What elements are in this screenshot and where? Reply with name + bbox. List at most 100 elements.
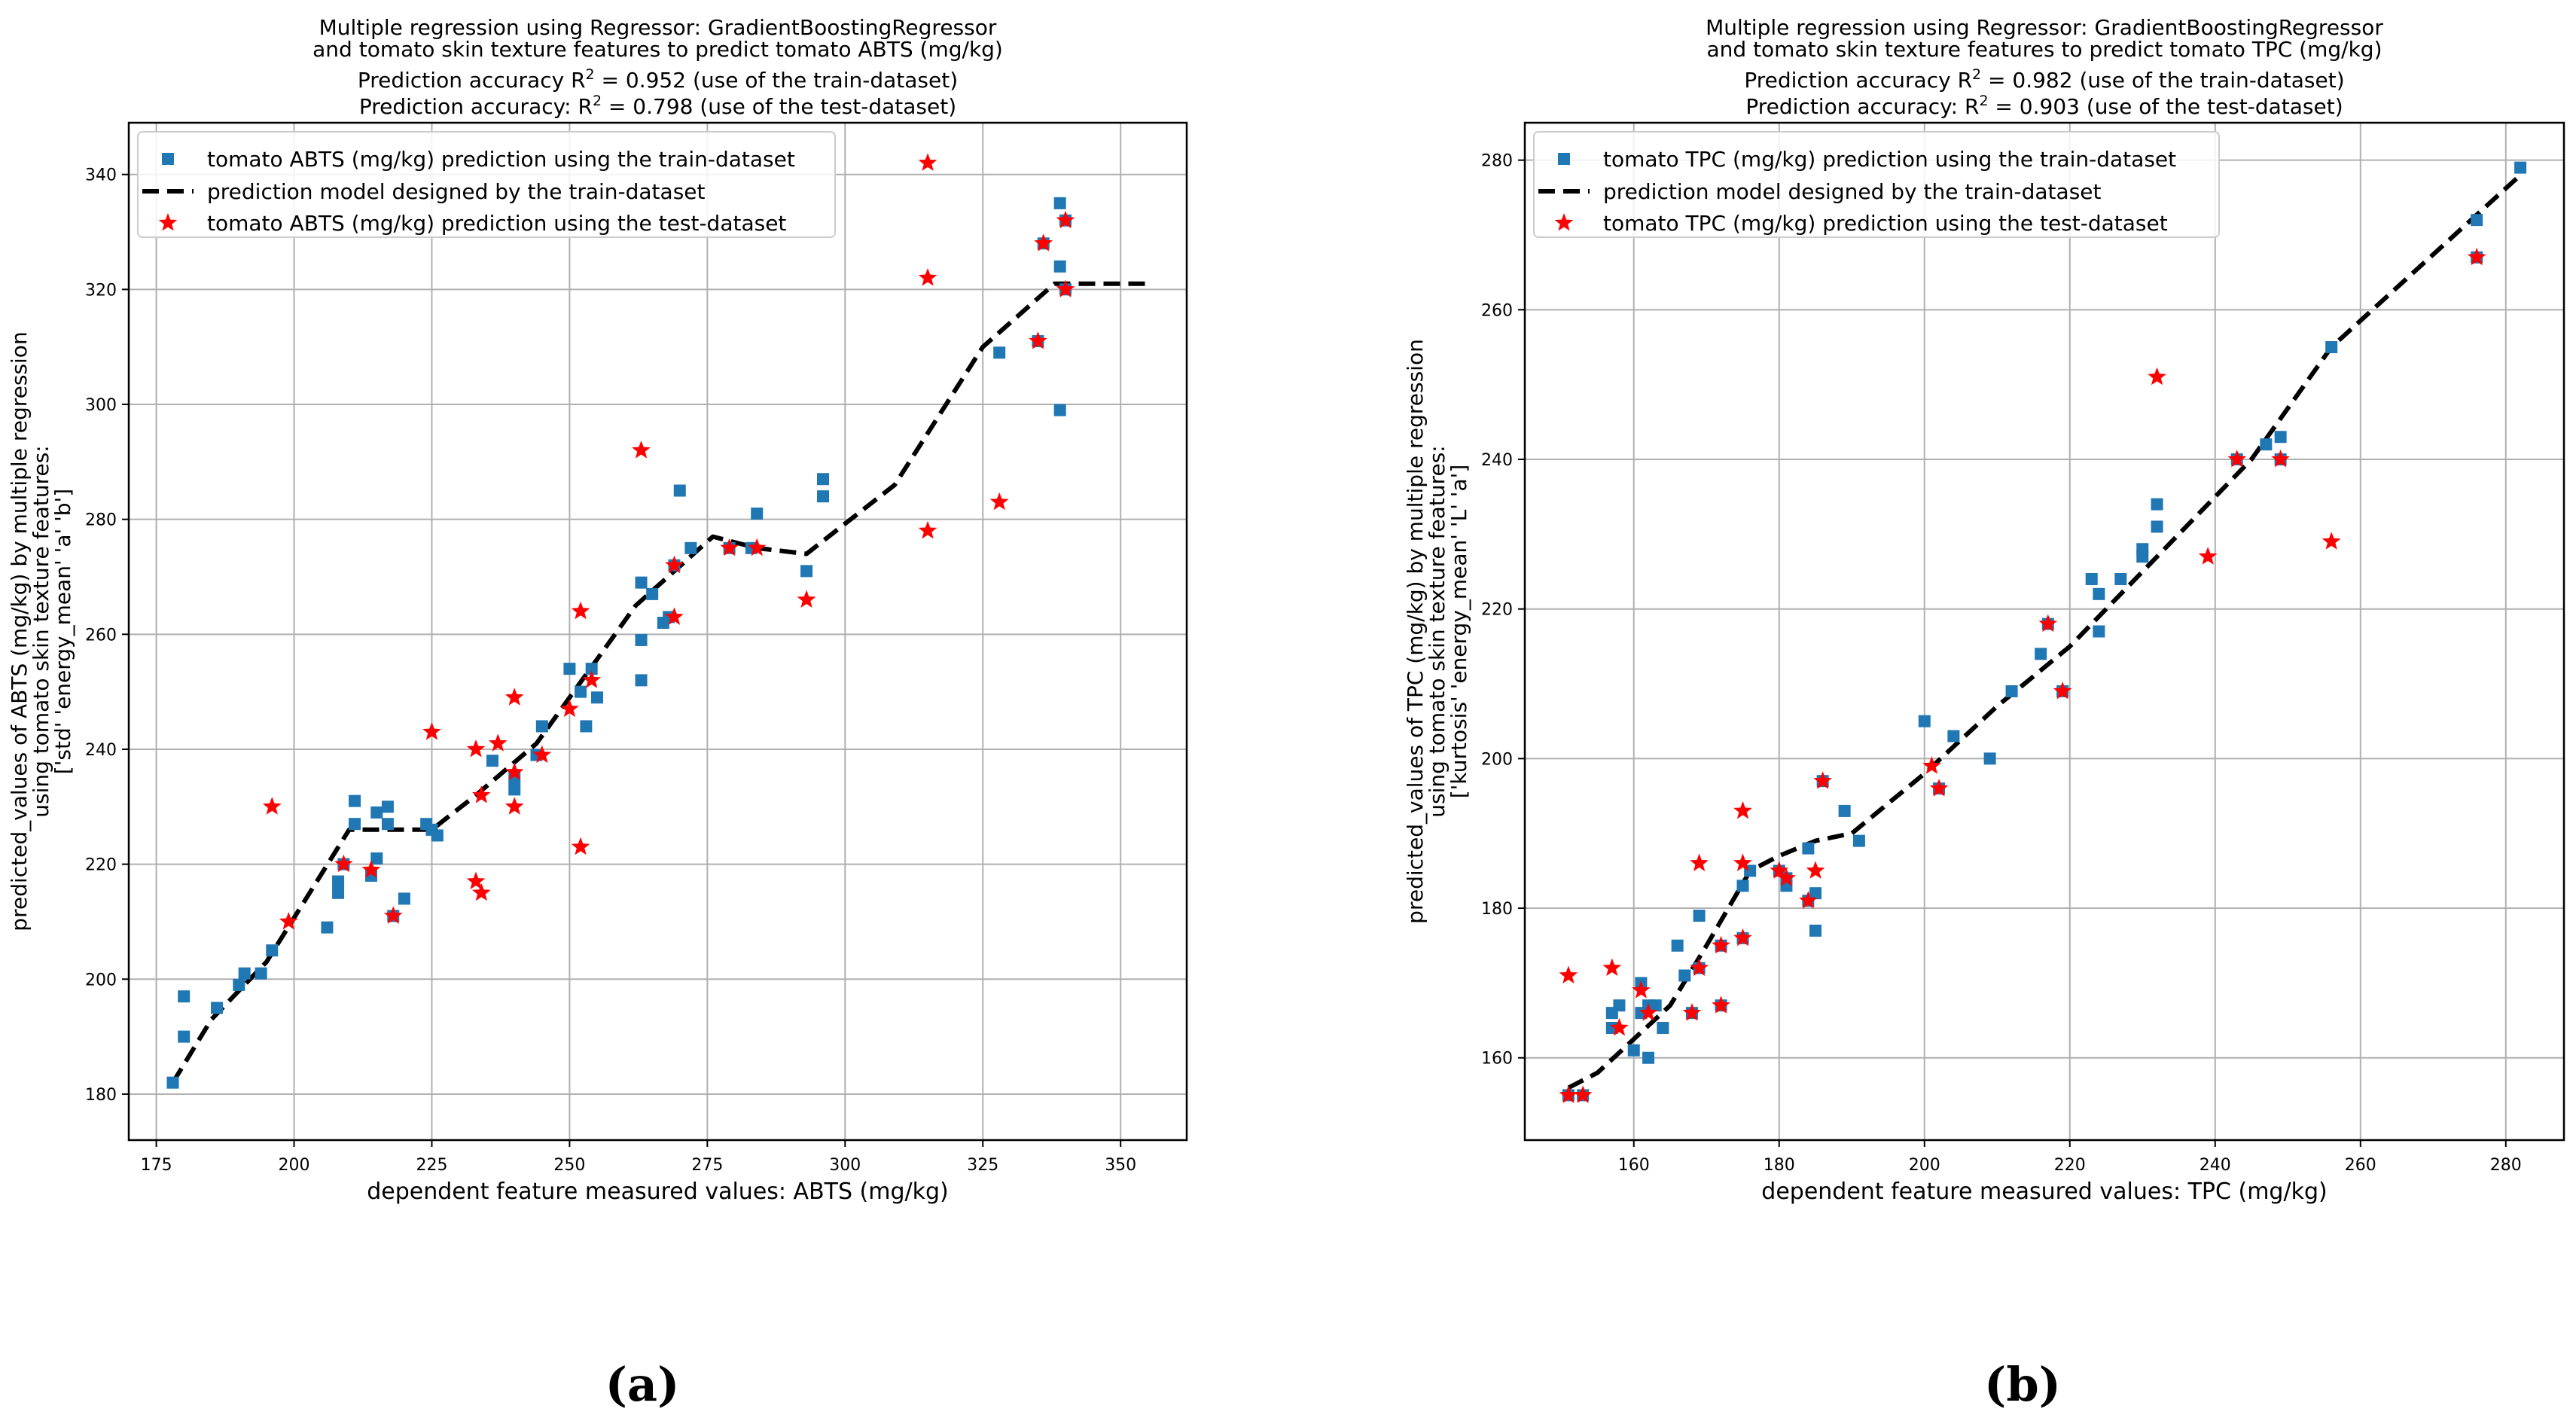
train-point: [1053, 260, 1066, 273]
y-tick-label: 220: [1481, 601, 1513, 620]
x-tick-label: 200: [1909, 1156, 1940, 1175]
panel-caption: (a): [605, 1357, 680, 1412]
y-tick-label: 260: [1481, 301, 1513, 320]
train-point: [431, 829, 444, 842]
test-point: [472, 785, 491, 803]
test-point: [1632, 980, 1651, 999]
test-point: [2271, 450, 2290, 468]
train-point: [381, 818, 394, 831]
grid-lines: [129, 123, 1187, 1140]
y-label-line: ['kurtosis' 'energy_mean' 'L' 'a']: [1447, 465, 1471, 799]
train-point: [817, 490, 830, 503]
train-point: [2151, 520, 2163, 533]
test-point: [383, 906, 403, 924]
test-point: [1610, 1018, 1629, 1036]
train-point: [166, 1076, 179, 1089]
train-point: [2471, 214, 2483, 227]
train-point: [349, 818, 361, 831]
train-point: [398, 892, 410, 905]
train-point: [332, 886, 345, 899]
test-point: [1682, 1003, 1702, 1021]
test-point: [665, 607, 684, 625]
legend-label: prediction model designed by the train-d…: [1603, 179, 2102, 204]
train-point: [2274, 431, 2287, 444]
test-point: [1770, 861, 1789, 879]
test-point: [1712, 935, 1730, 954]
y-axis-label: predicted_values of ABTS (mg/kg) by mult…: [7, 331, 75, 931]
train-point: [238, 967, 251, 980]
train-point: [1918, 715, 1931, 727]
x-tick-label: 225: [416, 1156, 447, 1175]
train-point: [178, 990, 191, 1003]
train-point: [1802, 842, 1815, 855]
r2-superscript: 2: [1972, 66, 1981, 83]
y-tick-label: 280: [85, 511, 117, 530]
test-point: [918, 520, 937, 539]
train-point: [580, 720, 593, 733]
legend-label: tomato TPC (mg/kg) prediction using the …: [1603, 211, 2168, 236]
title-line: Multiple regression using Regressor: Gra…: [319, 15, 997, 40]
train-point: [635, 633, 648, 646]
axes-frame: [127, 121, 1188, 1142]
train-point: [1838, 804, 1851, 817]
train-point: [673, 484, 686, 497]
x-tick-label: 180: [1764, 1156, 1795, 1175]
test-point: [1777, 868, 1796, 886]
test-point: [747, 538, 767, 556]
x-tick-label: 280: [2490, 1156, 2522, 1175]
r2-superscript: 2: [586, 66, 595, 83]
train-point: [2136, 543, 2149, 556]
train-point: [255, 967, 267, 980]
train-point: [2093, 587, 2105, 600]
train-point: [211, 1002, 224, 1014]
test-point: [1733, 853, 1752, 871]
test-point: [532, 745, 552, 764]
test-point: [279, 912, 298, 930]
train-point: [381, 800, 394, 813]
r2-line: Prediction accuracy: R2 = 0.798 (use of …: [359, 93, 956, 119]
train-point: [2093, 625, 2105, 638]
train-point: [266, 944, 279, 957]
legend-label: prediction model designed by the train-d…: [207, 179, 706, 204]
y-tick-label: 320: [85, 281, 117, 300]
train-point: [178, 1030, 191, 1043]
chart-title: Multiple regression using Regressor: Gra…: [1706, 15, 2383, 119]
r2-suffix: = 0.982 (use of the train-dataset): [1981, 68, 2345, 93]
legend-test-symbol: [158, 213, 178, 231]
train-point: [535, 720, 548, 733]
test-point: [1799, 891, 1818, 909]
r2-prefix: Prediction accuracy: R: [359, 94, 593, 119]
train-point: [1693, 909, 1706, 922]
train-point: [1983, 752, 1996, 765]
legend: tomato ABTS (mg/kg) prediction using the…: [137, 131, 836, 238]
r2-line: Prediction accuracy: R2 = 0.903 (use of …: [1745, 93, 2343, 119]
test-point: [560, 699, 579, 718]
train-point: [321, 921, 334, 934]
legend-label: tomato ABTS (mg/kg) prediction using the…: [207, 211, 786, 236]
y-label-line: ['std' 'energy_mean' 'a' 'b']: [50, 489, 75, 774]
x-tick-label: 250: [553, 1156, 585, 1175]
train-point: [2035, 648, 2047, 660]
test-point: [1573, 1085, 1593, 1103]
train-point: [332, 875, 345, 888]
test-point: [488, 733, 508, 752]
test-point: [1639, 1003, 1658, 1021]
test-point: [571, 837, 590, 855]
r2-prefix: Prediction accuracy R: [1744, 68, 1972, 93]
test-point: [1806, 861, 1825, 879]
test-point: [918, 153, 937, 171]
r2-suffix: = 0.903 (use of the test-dataset): [1989, 94, 2343, 119]
y-tick-label: 300: [85, 396, 117, 415]
train-point: [751, 508, 764, 520]
y-tick-label: 200: [1481, 750, 1513, 769]
test-point: [665, 555, 684, 574]
train-point: [2325, 341, 2338, 354]
y-axis-label: predicted_values of TPC (mg/kg) by multi…: [1403, 339, 1471, 924]
panel-caption: (b): [1984, 1357, 2061, 1412]
train-point: [2151, 498, 2163, 511]
title-line: and tomato skin texture features to pred…: [312, 37, 1003, 62]
x-tick-label: 300: [829, 1156, 861, 1175]
train-point: [993, 346, 1006, 359]
y-tick-label: 180: [85, 1086, 117, 1105]
train-point: [575, 685, 587, 698]
